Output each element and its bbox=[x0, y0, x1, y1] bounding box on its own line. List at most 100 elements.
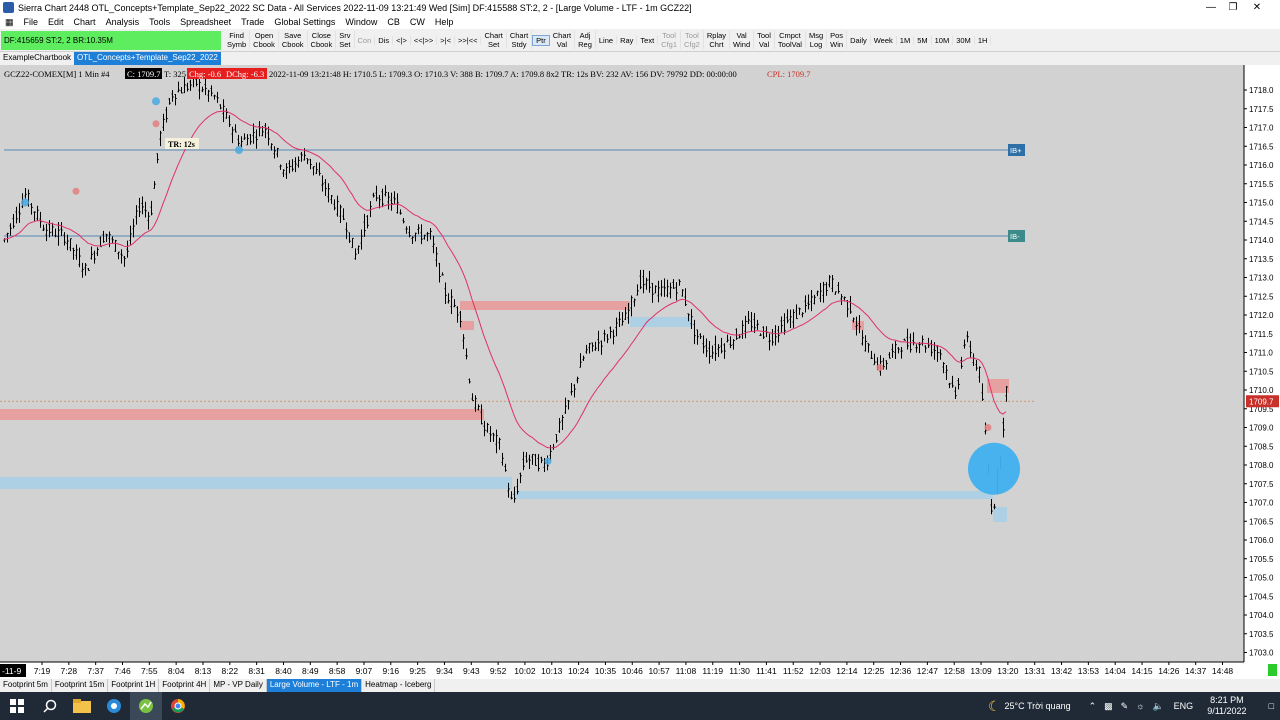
toolbar-button-chartset[interactable]: Chart Set bbox=[481, 31, 507, 49]
volume-icon[interactable]: 🔈 bbox=[1152, 700, 1164, 711]
chart-tab-2[interactable]: Footprint 1H bbox=[108, 679, 160, 692]
toolbar-button--8[interactable]: <<|>> bbox=[411, 35, 438, 45]
menu-item[interactable]: Trade bbox=[241, 17, 265, 27]
ib-high-marker[interactable] bbox=[1008, 144, 1025, 156]
wifi-icon[interactable]: ☼ bbox=[1136, 701, 1145, 711]
toolbar-button-line1: 5M bbox=[917, 35, 928, 45]
toolbar-button-week[interactable]: Week bbox=[871, 35, 897, 45]
volume-bubble-4[interactable] bbox=[152, 120, 160, 128]
price-label: 1716.5 bbox=[1249, 142, 1274, 151]
toolbar-button-ray[interactable]: Ray bbox=[617, 35, 638, 45]
volume-bubble-5[interactable] bbox=[72, 187, 80, 195]
menu-item[interactable]: CW bbox=[409, 17, 425, 27]
menu-item[interactable]: Edit bbox=[48, 17, 64, 27]
network-icon[interactable]: ▩ bbox=[1104, 700, 1113, 711]
weather-text[interactable]: 25°C Trời quang bbox=[1004, 701, 1071, 711]
ib-low-marker[interactable] bbox=[1008, 230, 1025, 242]
toolbar-button-line1: Cmpct bbox=[779, 31, 801, 40]
chart-tab-6[interactable]: Heatmap - Iceberg bbox=[362, 679, 436, 692]
toolbar-button-daily[interactable]: Daily bbox=[847, 35, 871, 45]
toolbar-button-ptr[interactable]: Ptr bbox=[532, 34, 550, 46]
menu-item[interactable]: Window bbox=[345, 17, 378, 27]
price-chart[interactable]: IB+ IB- TR: 12s GCZ22-COMEX[M] 1 Min #4 C: 1… bbox=[0, 65, 1280, 679]
toolbar-button-toolcfg2[interactable]: Tool Cfg2 bbox=[681, 31, 704, 49]
toolbar-button-line2: Log bbox=[809, 40, 823, 49]
minimize-icon[interactable]: — bbox=[1206, 2, 1216, 13]
menu-item[interactable]: File bbox=[23, 17, 39, 27]
toolbar-button-1m[interactable]: 1M bbox=[897, 35, 915, 45]
volume-bubble-0[interactable] bbox=[152, 97, 160, 106]
toolbar-button-toolcfg1[interactable]: Tool Cfg1 bbox=[658, 31, 682, 49]
toolbar-button-findsymb[interactable]: Find Symb bbox=[224, 31, 251, 49]
menu-item[interactable]: Help bbox=[434, 17, 454, 27]
toolbar-button-30m[interactable]: 30M bbox=[953, 35, 975, 45]
toolbar-button--7[interactable]: <|> bbox=[393, 35, 411, 45]
chart-tab-0[interactable]: Footprint 5m bbox=[0, 679, 52, 692]
menu-item[interactable]: CB bbox=[387, 17, 400, 27]
toolbar-button-toolval[interactable]: Tool Val bbox=[754, 31, 775, 49]
windows-start-icon[interactable] bbox=[0, 692, 34, 720]
toolbar-button-1h[interactable]: 1H bbox=[975, 35, 992, 45]
large-volume-bubble[interactable] bbox=[968, 442, 1020, 495]
toolbar-button-dis[interactable]: Dis bbox=[375, 35, 394, 45]
chart-tab-4[interactable]: MP - VP Daily bbox=[210, 679, 267, 692]
chart-tab-5[interactable]: Large Volume - LTF - 1m bbox=[266, 679, 363, 692]
toolbar-button-line[interactable]: Line bbox=[596, 35, 618, 45]
menu-item[interactable]: Tools bbox=[149, 17, 171, 27]
volume-bubble-7[interactable] bbox=[984, 424, 992, 431]
toolbar-button-10m[interactable]: 10M bbox=[932, 35, 954, 45]
toolbar-button--10[interactable]: >>|<< bbox=[455, 35, 482, 45]
chart-tab-1[interactable]: Footprint 15m bbox=[52, 679, 109, 692]
toolbar-button-line1: Line bbox=[598, 35, 614, 45]
browser-icon[interactable] bbox=[98, 692, 130, 720]
chart-tab-3[interactable]: Footprint 4H bbox=[159, 679, 211, 692]
time-axis[interactable] bbox=[0, 662, 1280, 679]
toolbar-button-srvset[interactable]: Srv Set bbox=[336, 31, 355, 49]
chevron-up-icon[interactable]: ⌃ bbox=[1088, 700, 1097, 711]
toolbar-button-cmpcttoolval[interactable]: Cmpct ToolVal bbox=[775, 31, 806, 49]
toolbar-button-opencbook[interactable]: Open Cbook bbox=[250, 31, 279, 49]
toolbar-button-rplaychrt[interactable]: Rplay Chrt bbox=[704, 31, 731, 49]
volume-bubble-2[interactable] bbox=[21, 198, 29, 207]
file-explorer-icon[interactable] bbox=[66, 692, 98, 720]
clock[interactable]: 8:21 PM 9/11/2022 bbox=[1207, 695, 1246, 717]
toolbar-button-poswin[interactable]: Pos Win bbox=[827, 31, 848, 49]
menu-window-icon[interactable]: ▦ bbox=[5, 16, 14, 27]
menu-item[interactable]: Analysis bbox=[105, 17, 140, 27]
toolbar-button-chartstdy[interactable]: Chart Stdy bbox=[507, 31, 533, 49]
price-axis[interactable] bbox=[1244, 65, 1280, 679]
sierra-chart-icon[interactable] bbox=[130, 692, 162, 720]
toolbar-button-5m[interactable]: 5M bbox=[914, 35, 932, 45]
volume-bubble-6[interactable] bbox=[876, 364, 884, 371]
toolbar-button-msglog[interactable]: Msg Log bbox=[806, 31, 828, 49]
chartbook-tab-1[interactable]: OTL_Concepts+Template_Sep22_2022 bbox=[74, 52, 221, 65]
toolbar-button-line1: <<|>> bbox=[413, 35, 434, 45]
close-icon[interactable]: ✕ bbox=[1252, 2, 1262, 13]
chrome-icon[interactable] bbox=[162, 692, 194, 720]
menu-item[interactable]: Spreadsheet bbox=[180, 17, 232, 27]
toolbar-button-closecbook[interactable]: Close Cbook bbox=[308, 31, 337, 49]
volume-bubble-1[interactable] bbox=[235, 146, 243, 154]
scroll-right-button[interactable] bbox=[1268, 664, 1277, 676]
toolbar-button--9[interactable]: >|< bbox=[437, 35, 456, 45]
toolbar-button-line2: Chrt bbox=[709, 40, 724, 49]
toolbar-button-chartval[interactable]: Chart Val bbox=[550, 31, 576, 49]
pen-icon[interactable]: ✎ bbox=[1120, 700, 1129, 711]
notification-icon[interactable]: □ bbox=[1268, 701, 1274, 711]
toolbar-button-valwind[interactable]: Val Wind bbox=[730, 31, 755, 49]
menu-item[interactable]: Chart bbox=[73, 17, 96, 27]
language-indicator[interactable]: ENG bbox=[1173, 701, 1194, 711]
menu-item[interactable]: Global Settings bbox=[274, 17, 336, 27]
maximize-icon[interactable]: ❐ bbox=[1228, 2, 1238, 13]
toolbar-button-line2: Cfg2 bbox=[684, 40, 700, 49]
toolbar-button-adjreg[interactable]: Adj Reg bbox=[575, 31, 596, 49]
toolbar-button-con[interactable]: Con bbox=[355, 35, 376, 45]
toolbar-button-savecbook[interactable]: Save Cbook bbox=[279, 31, 308, 49]
chart-area[interactable]: IB+ IB- TR: 12s GCZ22-COMEX[M] 1 Min #4 C: 1… bbox=[0, 65, 1280, 679]
chartbook-tab-0[interactable]: ExampleChartbook bbox=[3, 53, 72, 62]
time-label: 7:19 bbox=[34, 666, 51, 676]
search-icon[interactable] bbox=[34, 692, 66, 720]
volume-bubble-3[interactable] bbox=[544, 457, 552, 465]
toolbar-button-text[interactable]: Text bbox=[637, 35, 659, 45]
toolbar-button-line1: <|> bbox=[396, 35, 407, 45]
